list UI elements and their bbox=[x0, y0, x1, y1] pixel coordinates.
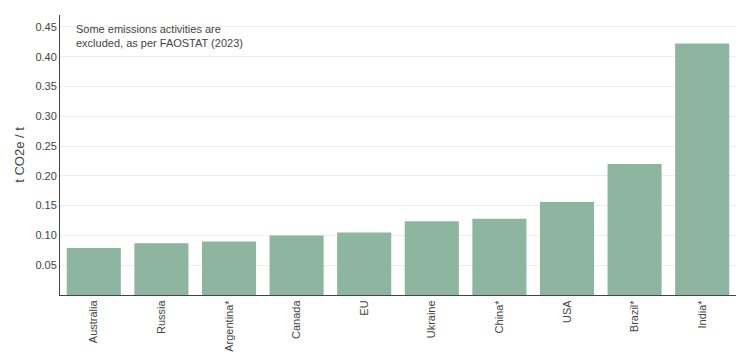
svg-text:0.25: 0.25 bbox=[35, 140, 56, 152]
svg-text:Some emissions activities aree: Some emissions activities areexcluded, a… bbox=[76, 23, 243, 49]
svg-text:0.30: 0.30 bbox=[35, 110, 56, 122]
svg-text:Russia: Russia bbox=[155, 300, 167, 335]
svg-text:India*: India* bbox=[696, 300, 708, 329]
svg-text:Australia: Australia bbox=[87, 300, 99, 344]
svg-text:China*: China* bbox=[493, 300, 505, 334]
svg-text:0.10: 0.10 bbox=[35, 229, 56, 241]
svg-text:0.40: 0.40 bbox=[35, 51, 56, 63]
svg-text:0.05: 0.05 bbox=[35, 259, 56, 271]
svg-text:0.45: 0.45 bbox=[35, 21, 56, 33]
svg-text:Canada: Canada bbox=[290, 300, 302, 339]
svg-text:0.20: 0.20 bbox=[35, 170, 56, 182]
svg-text:t CO2e / t: t CO2e / t bbox=[12, 127, 27, 183]
svg-text:Argentina*: Argentina* bbox=[223, 300, 235, 352]
svg-text:0.35: 0.35 bbox=[35, 80, 56, 92]
svg-text:Ukraine: Ukraine bbox=[425, 300, 437, 338]
svg-text:USA: USA bbox=[561, 300, 573, 323]
svg-text:Brazil*: Brazil* bbox=[628, 300, 640, 333]
svg-text:0.15: 0.15 bbox=[35, 199, 56, 211]
svg-text:EU: EU bbox=[358, 300, 370, 315]
